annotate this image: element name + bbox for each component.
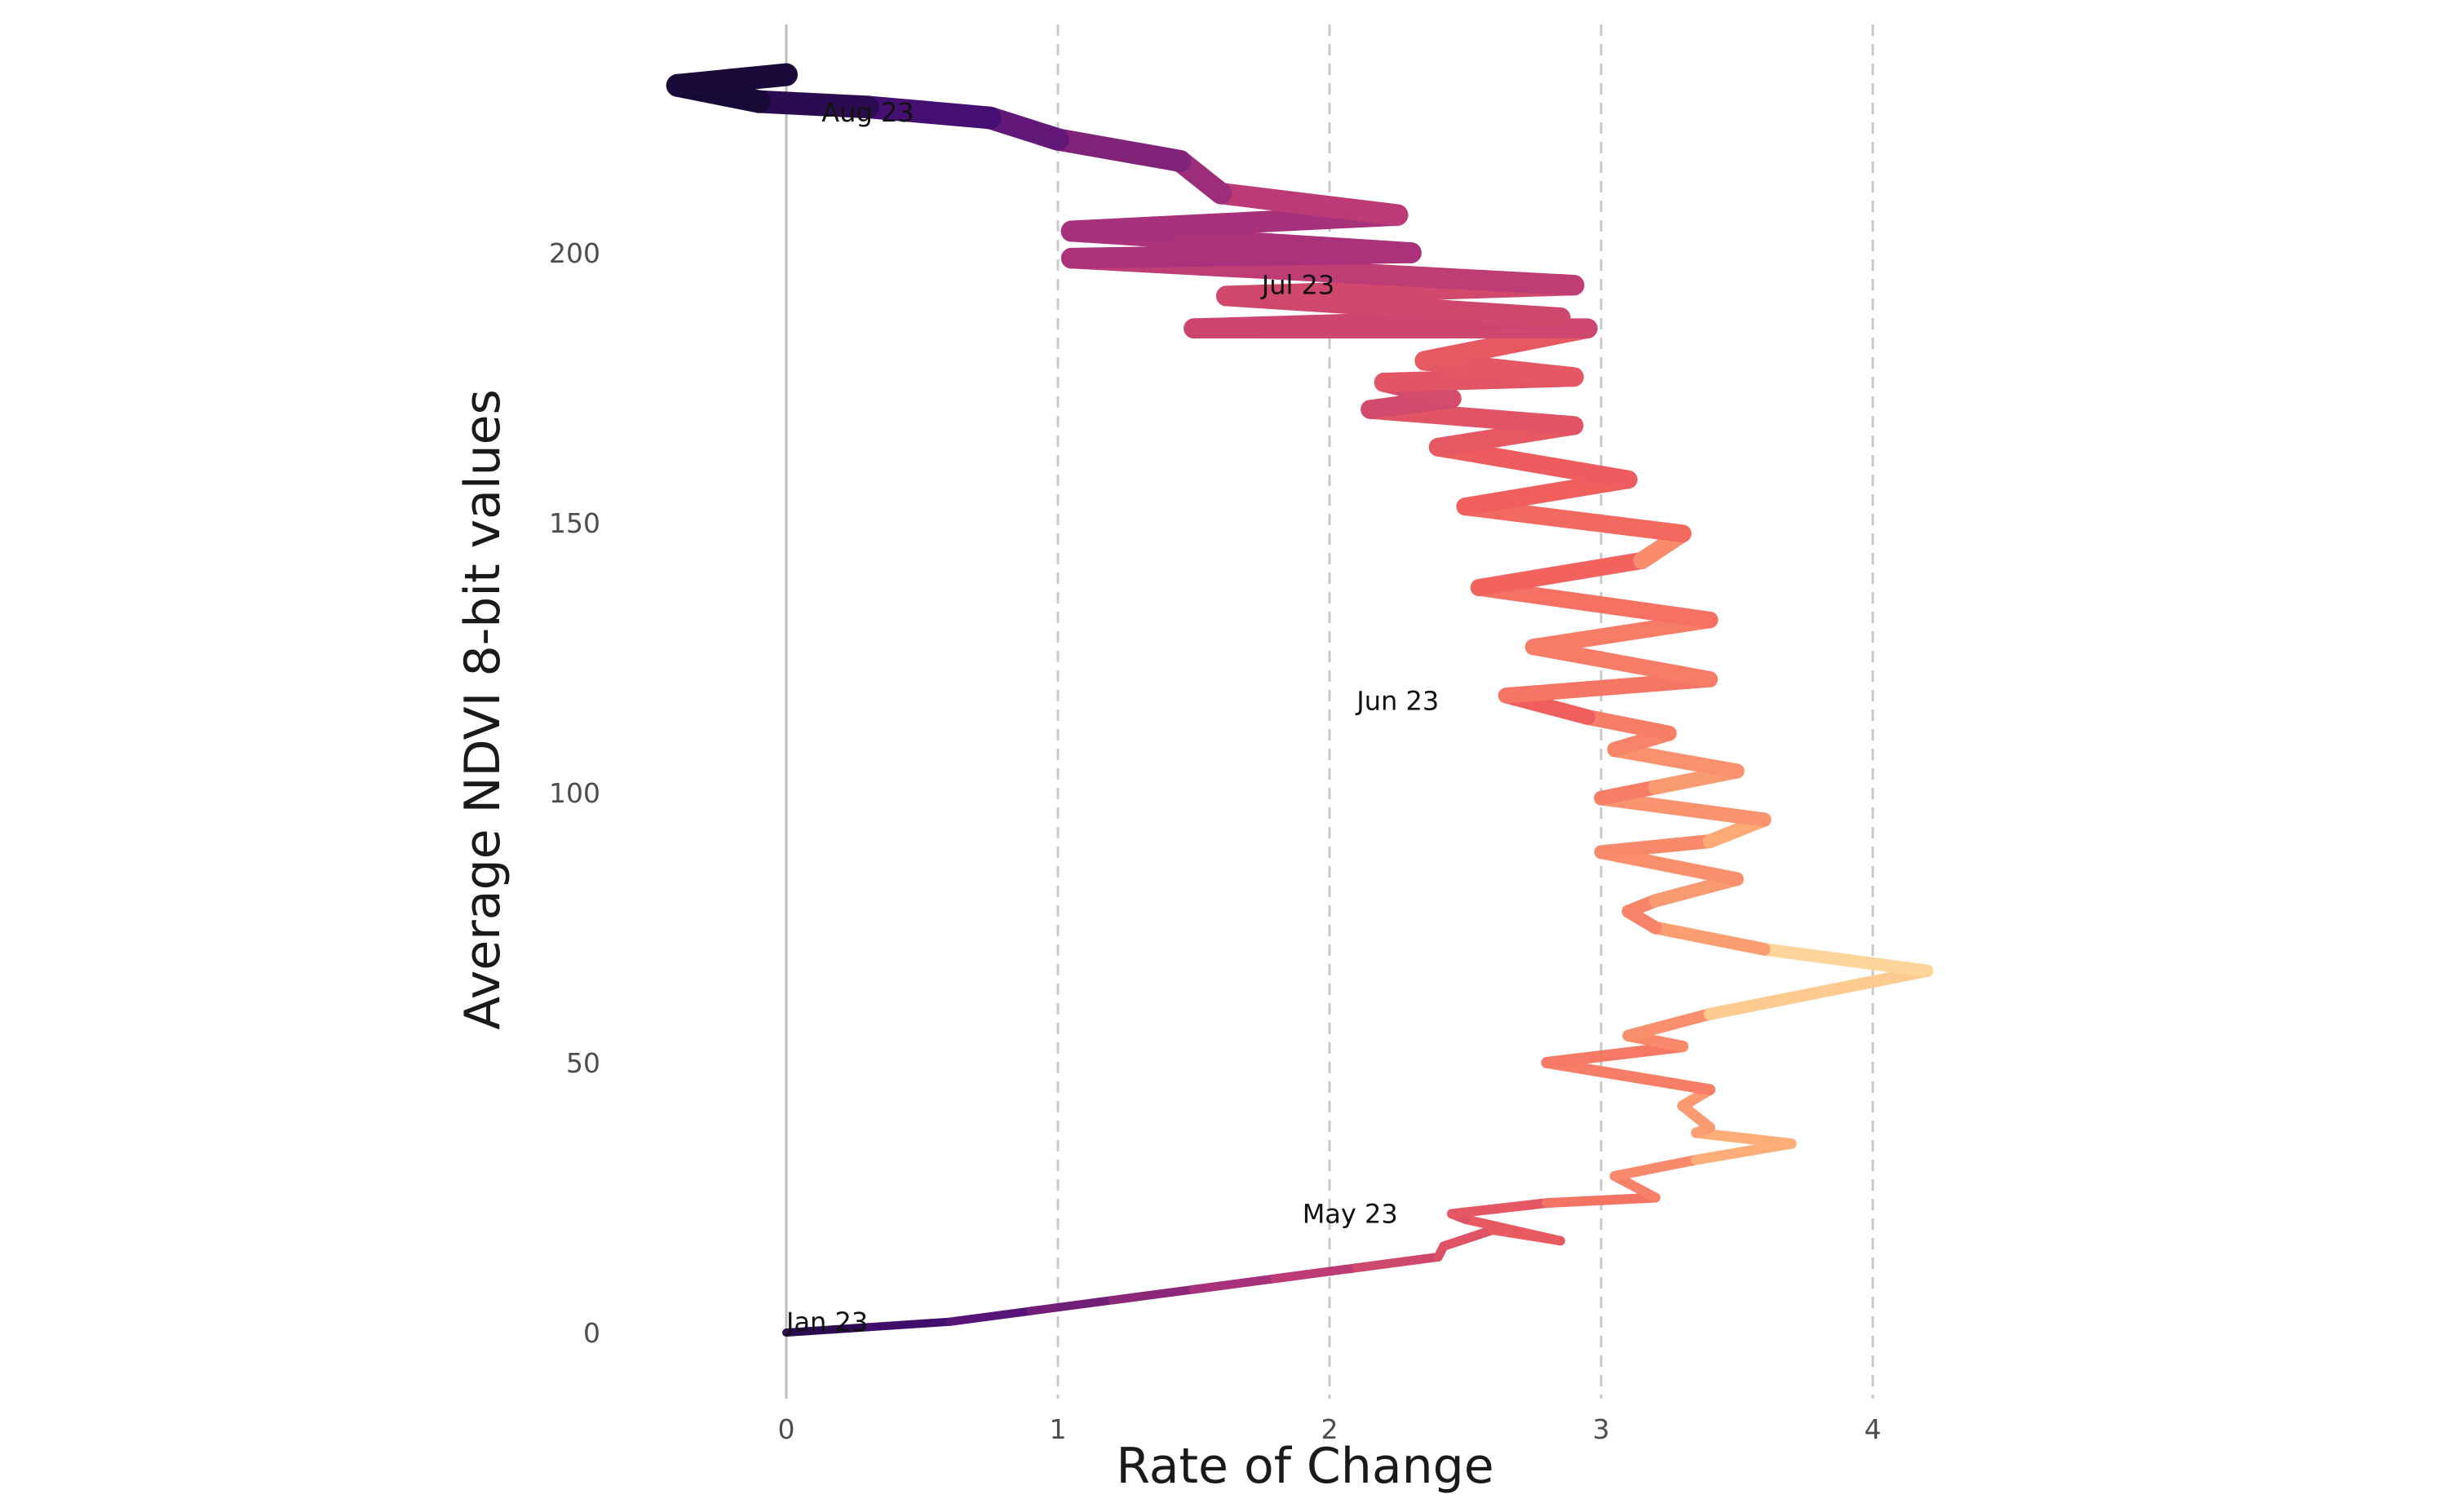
line-segment — [1026, 1296, 1117, 1315]
line-segment — [1579, 709, 1677, 741]
month-annotation: Jul 23 — [1260, 270, 1335, 301]
line-segment — [1609, 1154, 1701, 1182]
line-segment — [1352, 1252, 1443, 1273]
line-segment — [856, 95, 1002, 130]
line-segment — [1470, 551, 1651, 596]
line-segment — [1470, 579, 1719, 629]
line-segment — [1703, 965, 1934, 1020]
line-segment — [1607, 741, 1745, 779]
line-segment — [1524, 639, 1719, 687]
x-tick-label: 1 — [1050, 1413, 1067, 1445]
line-segment — [1210, 182, 1409, 226]
line-segment — [1542, 1192, 1661, 1209]
line-segment — [1108, 1284, 1198, 1305]
line-segment — [945, 1306, 1035, 1326]
line-segment — [1270, 1263, 1361, 1284]
line-segment — [1498, 671, 1718, 704]
month-annotation: Aug 23 — [821, 97, 914, 128]
line-segment — [666, 63, 798, 97]
line-segment — [1594, 780, 1663, 806]
month-annotations: Jan 23 May 23 Jun 23 Jul 23 Aug 23 — [785, 97, 1439, 1337]
y-tick-label: 50 — [566, 1047, 600, 1079]
line-segment — [747, 90, 879, 119]
line-segment — [1622, 1008, 1716, 1042]
line-segment — [1594, 790, 1772, 827]
line-segment — [1524, 612, 1719, 656]
month-annotation: May 23 — [1303, 1198, 1398, 1229]
y-tick-label: 0 — [583, 1317, 600, 1349]
line-segment — [1594, 834, 1717, 860]
line-segment — [1691, 1127, 1797, 1149]
line-segment — [863, 1317, 954, 1332]
line-segment — [1047, 128, 1192, 173]
line-segment — [1758, 943, 1934, 978]
x-tick-label: 0 — [778, 1413, 795, 1445]
line-segment — [1648, 921, 1771, 956]
month-annotation: Jan 23 — [785, 1306, 868, 1337]
line-segment — [1428, 438, 1638, 489]
line-segment — [1189, 1274, 1280, 1294]
line-segment — [1541, 1057, 1716, 1095]
line-segment — [1541, 1041, 1688, 1068]
x-tick-label: 4 — [1865, 1413, 1882, 1445]
axis-ticks: 0 1 2 3 4 0 50 100 150 200 — [549, 237, 1882, 1445]
line-segment — [979, 106, 1069, 151]
x-tick-label: 3 — [1593, 1413, 1610, 1445]
y-tick-label: 100 — [549, 777, 600, 809]
line-segment — [1446, 1198, 1552, 1219]
ndvi-trajectory-line — [666, 63, 1934, 1337]
y-tick-label: 200 — [549, 237, 600, 269]
line-segment — [1456, 497, 1692, 543]
y-tick-label: 150 — [549, 507, 600, 539]
x-tick-label: 2 — [1321, 1413, 1339, 1445]
x-axis-title: Rate of Change — [1116, 1438, 1493, 1495]
line-segment — [1439, 1225, 1498, 1251]
line-segment — [782, 1323, 872, 1337]
y-axis-title: Average NDVI 8-bit values — [454, 389, 511, 1030]
line-segment — [1460, 1214, 1565, 1246]
month-annotation: Jun 23 — [1355, 685, 1439, 716]
grid-lines — [785, 24, 1874, 1399]
